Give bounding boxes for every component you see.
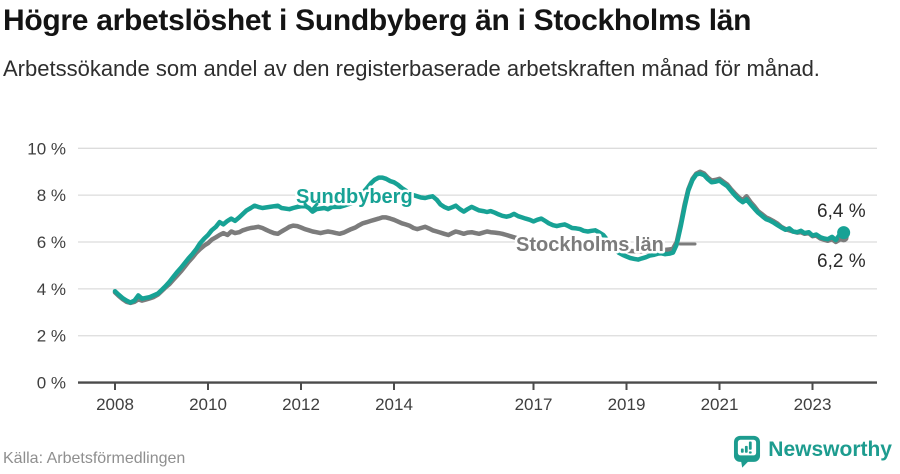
end-value-stockholm: 6,2 % (817, 251, 866, 272)
y-tick-label: 8 % (37, 186, 66, 205)
source-note: Källa: Arbetsförmedlingen (3, 450, 186, 467)
series-label-stockholm: Stockholms län (516, 234, 664, 256)
x-tick-label: 2017 (515, 395, 553, 414)
end-value-sundbyberg: 6,4 % (817, 201, 866, 222)
chart-title: Högre arbetslöshet i Sundbyberg än i Sto… (3, 4, 752, 37)
series-label-sundbyberg: Sundbyberg (296, 186, 413, 208)
y-tick-label: 0 % (37, 374, 66, 393)
y-tick-label: 6 % (37, 233, 66, 252)
series-line-sundbyberg (112, 171, 846, 305)
y-tick-label: 4 % (37, 280, 66, 299)
series-end-dot-sundbyberg (837, 226, 851, 240)
sundbyberg-label-pointer-icon (303, 202, 319, 213)
y-tick-label: 10 % (27, 139, 66, 158)
chart-subtitle: Arbetssökande som andel av den registerb… (3, 56, 820, 81)
newsworthy-logo-icon (734, 435, 761, 468)
grid-layer (78, 147, 877, 337)
chart-footer: Källa: Arbetsförmedlingen Newsworthy (3, 435, 892, 468)
x-tick-label: 2021 (701, 395, 739, 414)
brand-name: Newsworthy (768, 437, 892, 461)
x-tick-label: 2019 (608, 395, 646, 414)
x-tick-label: 2012 (282, 395, 320, 414)
x-tick-label: 2014 (375, 395, 413, 414)
x-tick-label: 2010 (189, 395, 227, 414)
x-tick-label: 2008 (96, 395, 134, 414)
chart-header: Högre arbetslöshet i Sundbyberg än i Sto… (3, 4, 892, 84)
newsworthy-brand: Newsworthy (733, 435, 892, 468)
y-tick-label: 2 % (37, 327, 66, 346)
x-tick-label: 2023 (794, 395, 832, 414)
axis-layer: 0 % 2 % 4 % 6 % 8 % 10 % 2008 2010 2012 2014 2017 2… (27, 139, 877, 414)
series-layer (112, 169, 851, 306)
